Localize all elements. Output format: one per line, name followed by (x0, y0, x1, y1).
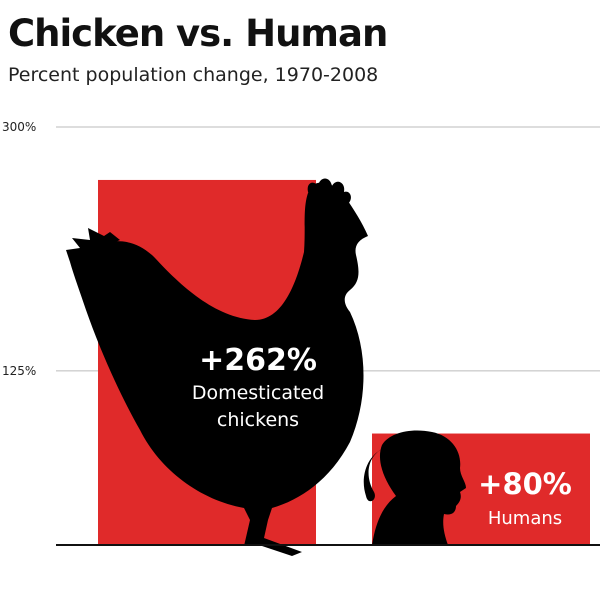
y-tick-labels: 300% 125% (2, 120, 36, 378)
category-label-chickens-line1: Domesticated (192, 382, 324, 404)
data-label-humans-value: +80% (478, 467, 572, 501)
human-head-silhouette-icon (363, 430, 466, 545)
data-label-chickens-value: +262% (199, 343, 317, 378)
chart-subtitle: Percent population change, 1970-2008 (8, 64, 379, 86)
chart-title: Chicken vs. Human (8, 12, 388, 55)
category-label-humans: Humans (488, 508, 562, 529)
chicken-silhouette-icon (66, 178, 368, 556)
data-labels: +262% Domesticated chickens +80% Humans (192, 343, 572, 529)
category-label-chickens-line2: chickens (217, 409, 299, 431)
y-tick-label-300: 300% (2, 120, 36, 134)
y-tick-label-125: 125% (2, 364, 36, 378)
